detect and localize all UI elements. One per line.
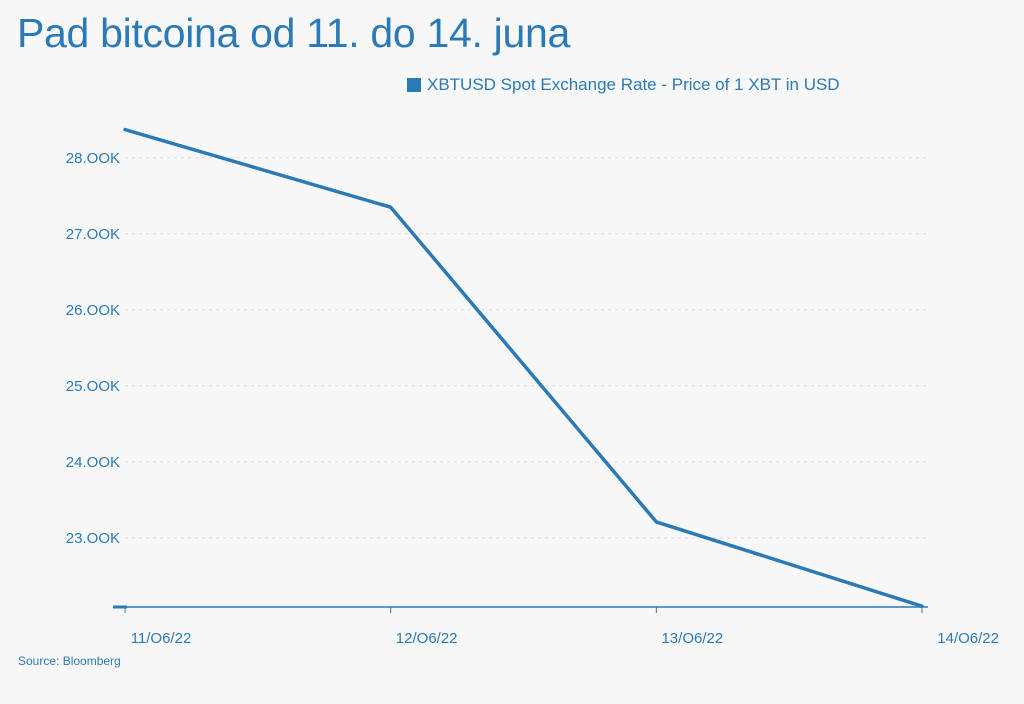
source-note: Source: Bloomberg: [18, 654, 121, 668]
legend-label: XBTUSD Spot Exchange Rate - Price of 1 X…: [427, 75, 840, 94]
legend-swatch: [407, 78, 421, 92]
y-axis-labels: 23.OOK 24.OOK 25.OOK 26.OOK 27.OOK 28.OOK: [66, 150, 120, 547]
y-tick-label: 24.OOK: [66, 454, 120, 471]
x-axis: [113, 605, 928, 613]
y-tick-label: 28.OOK: [66, 150, 120, 167]
legend: XBTUSD Spot Exchange Rate - Price of 1 X…: [407, 75, 840, 95]
x-tick-label: 13/O6/22: [661, 630, 723, 647]
series-line: [123, 127, 924, 608]
gridlines: [125, 157, 928, 539]
x-tick-label: 12/O6/22: [396, 630, 458, 647]
x-tick-label: 14/O6/22: [937, 630, 999, 647]
y-tick-label: 26.OOK: [66, 302, 120, 319]
y-tick-label: 23.OOK: [66, 530, 120, 547]
chart-title: Pad bitcoina od 11. do 14. juna: [17, 10, 570, 56]
x-axis-labels: 11/O6/22 12/O6/22 13/O6/22 14/O6/22: [131, 630, 999, 647]
y-tick-label: 25.OOK: [66, 378, 120, 395]
series-layer: [123, 127, 924, 608]
y-tick-label: 27.OOK: [66, 226, 120, 243]
x-tick-label: 11/O6/22: [131, 630, 192, 647]
